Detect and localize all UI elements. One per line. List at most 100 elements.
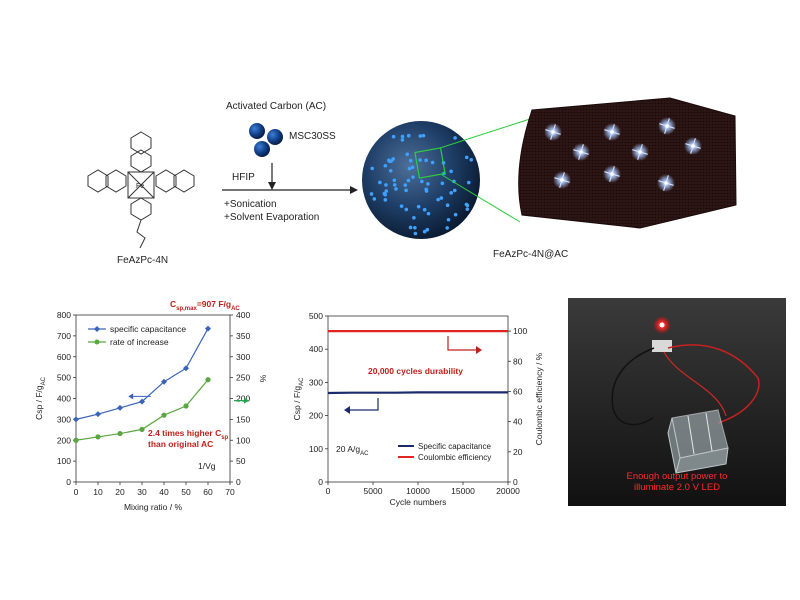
sphere-dot	[420, 179, 424, 184]
sphere-dot	[418, 158, 422, 162]
y2-tick-label: 350	[236, 331, 250, 341]
legend-entry: Specific capacitance	[418, 442, 491, 451]
y2-tick-label: 80	[513, 356, 523, 366]
ac-particle	[254, 141, 270, 157]
x-tick-label: 0	[74, 487, 79, 497]
y2-tick-label: 50	[236, 456, 246, 466]
y-tick-label: 0	[318, 477, 323, 487]
sphere-dots	[369, 133, 474, 236]
right-axis-arrowhead	[244, 397, 249, 404]
sphere-dot	[404, 207, 409, 212]
x-tick-label: 15000	[451, 486, 475, 496]
sphere-dot	[392, 183, 397, 187]
ac-particle	[249, 123, 265, 139]
sphere-dot	[369, 192, 374, 196]
y-tick-label: 100	[309, 444, 323, 454]
sphere-dot	[453, 212, 458, 217]
y2-tick-label: 20	[513, 447, 523, 457]
led	[659, 322, 665, 328]
y2-tick-label: 40	[513, 417, 523, 427]
x-axis-label: Cycle numbers	[390, 497, 447, 507]
y2-axis-label: Coulombic efficiency / %	[534, 352, 544, 445]
sphere-dot	[412, 215, 416, 220]
sheet-molecule-core	[664, 181, 668, 185]
sphere-dot	[469, 157, 474, 162]
x-tick-label: 5000	[364, 486, 383, 496]
x-tick-label: 40	[159, 487, 169, 497]
y-tick-label: 300	[309, 377, 323, 387]
ac-label: Activated Carbon (AC)	[226, 101, 327, 112]
reagent-label: HFIP	[232, 172, 255, 183]
sphere-dot	[392, 178, 397, 183]
sphere-dot	[466, 180, 471, 185]
sphere-dot	[453, 136, 457, 140]
sphere-dot	[378, 180, 382, 185]
sphere-dot	[410, 165, 415, 170]
sphere-dot	[445, 226, 449, 230]
increase-annotation: 2.4 times higher Csp	[148, 428, 229, 441]
unit-annotation: 1/Vg	[198, 461, 216, 471]
y-tick-label: 0	[66, 477, 71, 487]
sphere-dot	[387, 158, 391, 163]
x-tick-label: 20000	[496, 486, 520, 496]
sphere-dot	[445, 203, 450, 208]
data-point	[161, 378, 167, 385]
csp-max-annotation: Csp,max=907 F/gAC	[170, 299, 240, 312]
ac-particle	[267, 129, 283, 145]
photo-caption-line2: illuminate 2.0 V LED	[633, 482, 721, 493]
x-tick-label: 20	[115, 487, 125, 497]
sphere-dot	[411, 175, 415, 179]
y2-tick-label: 60	[513, 386, 523, 396]
y-tick-label: 700	[57, 331, 71, 341]
sphere-dot	[384, 183, 388, 187]
sphere-dot	[449, 191, 453, 195]
data-point	[73, 437, 79, 443]
sphere-dot	[418, 134, 423, 138]
sheet-molecule-core	[551, 130, 555, 134]
left-axis-arrowhead	[344, 406, 350, 414]
y-axis-label: Csp / F/gAC	[292, 377, 305, 420]
zoom-line	[441, 174, 521, 223]
y-tick-label: 600	[57, 352, 71, 362]
legend-marker	[94, 326, 100, 332]
y-tick-label: 500	[309, 311, 323, 321]
sphere-dot	[407, 166, 412, 171]
sphere-dot	[424, 158, 428, 163]
y2-tick-label: 0	[236, 477, 241, 487]
data-point	[205, 325, 211, 332]
sphere-dot	[384, 189, 389, 193]
sphere-dot	[422, 229, 427, 234]
y-tick-label: 200	[57, 435, 71, 445]
data-point	[139, 426, 145, 432]
sphere-dot	[449, 169, 453, 174]
y-tick-label: 400	[57, 394, 71, 404]
sphere-dot	[465, 203, 470, 208]
molecule-structure	[87, 131, 195, 249]
y2-tick-label: 100	[236, 435, 250, 445]
data-point	[73, 416, 79, 423]
photo-scene	[568, 298, 786, 506]
series-line-1	[327, 391, 508, 395]
sphere-dot	[424, 187, 429, 192]
sphere-dot	[408, 225, 413, 230]
data-point	[117, 404, 123, 411]
sphere-dot	[399, 204, 404, 208]
sheet-molecules	[544, 117, 702, 192]
sheet-molecule-core	[610, 172, 614, 176]
led-photo: Enough output power to illuminate 2.0 V …	[568, 298, 786, 506]
sphere-dot	[370, 166, 375, 171]
msc-label: MSC30SS	[289, 131, 336, 142]
x-tick-label: 70	[225, 487, 235, 497]
sphere-dot	[372, 197, 377, 201]
data-point	[139, 398, 145, 405]
sphere-dot	[440, 181, 445, 186]
sphere-dot	[383, 198, 388, 202]
photo-caption-line1: Enough output power to	[626, 471, 728, 482]
x-tick-label: 0	[326, 486, 331, 496]
led-holder	[652, 340, 672, 352]
y-tick-label: 800	[57, 310, 71, 320]
y2-tick-label: 300	[236, 352, 250, 362]
mixing-ratio-chart: 0 10 20 30 40 50 60 700100200300400500600700800…	[34, 299, 268, 512]
durability-annotation: 20,000 cycles durability	[368, 366, 463, 376]
cycle-durability-chart: 0 5000 10000 15000 2000001002003004005000204…	[292, 311, 544, 507]
